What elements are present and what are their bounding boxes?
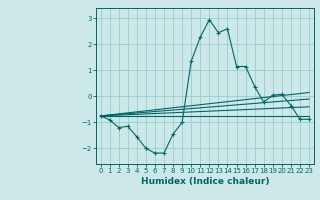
X-axis label: Humidex (Indice chaleur): Humidex (Indice chaleur): [140, 177, 269, 186]
